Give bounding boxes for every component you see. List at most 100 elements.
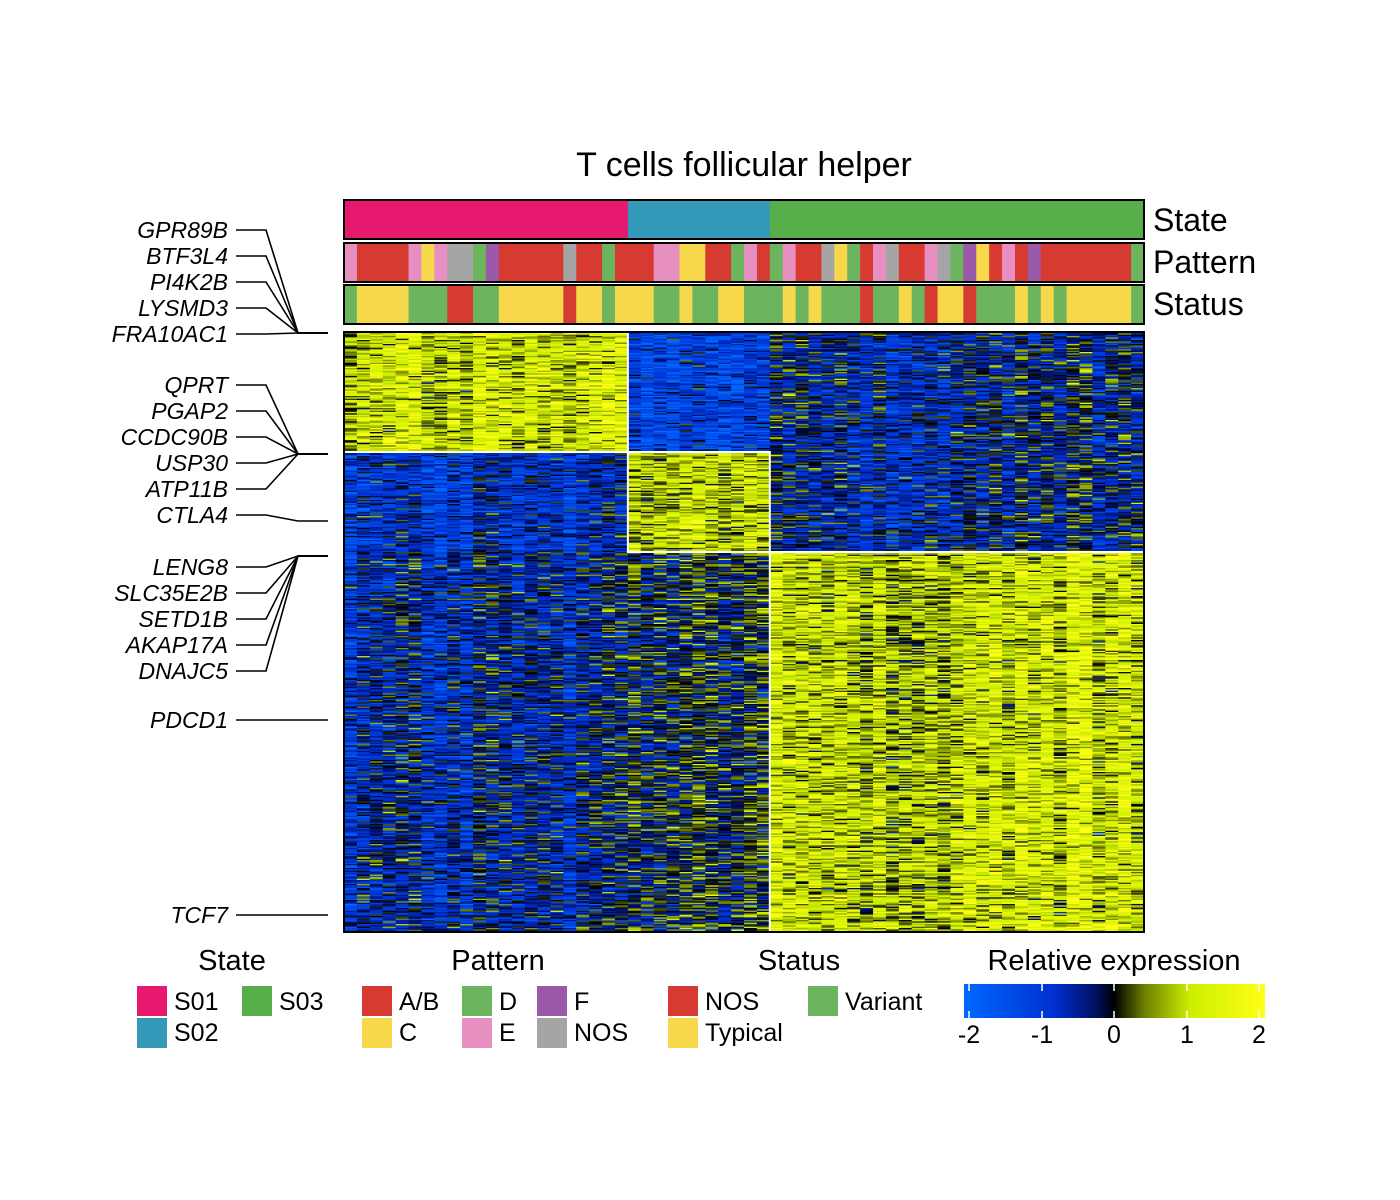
heatmap-cell xyxy=(795,340,810,342)
heatmap-cell xyxy=(447,353,461,356)
heatmap-cell xyxy=(963,362,977,365)
heatmap-cell xyxy=(769,346,784,349)
heatmap-cell xyxy=(640,374,655,377)
heatmap-cell xyxy=(924,354,939,357)
heatmap-cell xyxy=(705,380,719,382)
heatmap-cell xyxy=(834,368,848,370)
heatmap-cell xyxy=(1027,388,1042,390)
heatmap-cell xyxy=(860,381,874,384)
heatmap-cell xyxy=(1014,388,1029,390)
heatmap-cell xyxy=(563,376,577,378)
heatmap-cell xyxy=(834,341,848,344)
heatmap-cell xyxy=(1131,381,1145,384)
annotation-cell-status xyxy=(795,285,810,324)
heatmap-cell xyxy=(924,382,939,385)
heatmap-cell xyxy=(614,338,629,341)
heatmap-cell xyxy=(744,336,758,338)
heatmap-cell xyxy=(1131,376,1145,378)
heatmap-cell xyxy=(950,340,964,342)
heatmap-cell xyxy=(1014,334,1029,337)
heatmap-cell xyxy=(1053,377,1068,380)
heatmap-cell xyxy=(1118,377,1132,380)
heatmap-cell xyxy=(860,360,874,362)
heatmap-cell xyxy=(653,376,668,378)
heatmap-cell xyxy=(614,374,629,377)
heatmap-cell xyxy=(692,346,706,349)
heatmap-cell xyxy=(498,381,513,384)
heatmap-cell xyxy=(808,346,823,349)
heatmap-cell xyxy=(498,341,513,344)
heatmap-cell xyxy=(614,381,629,384)
heatmap-cell xyxy=(731,382,745,385)
heatmap-cell xyxy=(614,333,629,336)
heatmap-cell xyxy=(924,388,939,390)
heatmap-cell xyxy=(356,374,371,377)
heatmap-cell xyxy=(447,373,461,376)
heatmap-cell xyxy=(782,337,797,340)
heatmap-cell xyxy=(821,368,835,370)
heatmap-cell xyxy=(576,373,590,376)
heatmap-cell xyxy=(344,358,358,361)
heatmap-cell xyxy=(640,353,655,356)
heatmap-cell xyxy=(498,340,513,342)
heatmap-cell xyxy=(808,385,823,388)
heatmap-cell xyxy=(640,365,655,368)
heatmap-cell xyxy=(550,353,564,356)
heatmap-cell xyxy=(847,334,861,337)
heatmap-cell xyxy=(485,382,500,385)
heatmap-cell xyxy=(989,388,1003,390)
heatmap-cell xyxy=(873,360,887,362)
heatmap-cell xyxy=(744,368,758,370)
heatmap-cell xyxy=(1027,380,1042,382)
heatmap-cell xyxy=(498,374,513,377)
heatmap-cell xyxy=(1002,384,1016,386)
heatmap-cell xyxy=(382,341,397,344)
heatmap-cell xyxy=(898,374,913,377)
heatmap-cell xyxy=(498,348,513,350)
heatmap-cell xyxy=(395,373,410,376)
heatmap-cell xyxy=(808,372,823,374)
heatmap-cell xyxy=(524,381,539,384)
annotation-cell-state xyxy=(769,200,784,239)
heatmap-cell xyxy=(847,348,861,350)
heatmap-cell xyxy=(847,353,861,356)
heatmap-cell xyxy=(602,370,616,373)
heatmap-cell xyxy=(885,372,900,374)
heatmap-cell xyxy=(589,349,603,352)
heatmap-cell xyxy=(821,358,835,361)
heatmap-cell xyxy=(1066,334,1081,337)
heatmap-cell xyxy=(1079,372,1093,374)
annotation-cell-state xyxy=(589,200,603,239)
heatmap-cell xyxy=(1131,334,1145,337)
heatmap-cell xyxy=(911,348,926,350)
heatmap-cell xyxy=(731,354,745,357)
heatmap-cell xyxy=(550,385,564,388)
heatmap-cell xyxy=(911,352,926,354)
heatmap-cell xyxy=(369,338,384,341)
heatmap-cell xyxy=(1118,338,1132,341)
heatmap-cell xyxy=(1105,386,1119,389)
heatmap-cell xyxy=(627,341,642,344)
heatmap-cell xyxy=(744,384,758,386)
heatmap-cell xyxy=(744,385,758,388)
heatmap-cell xyxy=(344,350,358,353)
heatmap-cell xyxy=(976,337,990,340)
heatmap-cell xyxy=(782,352,797,354)
heatmap-cell xyxy=(563,353,577,356)
heatmap-cell xyxy=(821,382,835,385)
heatmap-cell xyxy=(911,365,926,368)
heatmap-cell xyxy=(537,366,552,369)
heatmap-cell xyxy=(885,378,900,381)
heatmap-cell xyxy=(1040,356,1055,358)
heatmap-cell xyxy=(976,358,990,361)
heatmap-cell xyxy=(563,373,577,376)
heatmap-cell xyxy=(589,372,603,374)
heatmap-cell xyxy=(795,349,810,352)
heatmap-cell xyxy=(1079,349,1093,352)
heatmap-cell xyxy=(563,333,577,336)
annotation-cell-pattern xyxy=(782,243,797,282)
heatmap-cell xyxy=(447,337,461,340)
heatmap-cell xyxy=(769,361,784,364)
heatmap-cell xyxy=(421,388,435,390)
heatmap-cell xyxy=(537,360,552,362)
